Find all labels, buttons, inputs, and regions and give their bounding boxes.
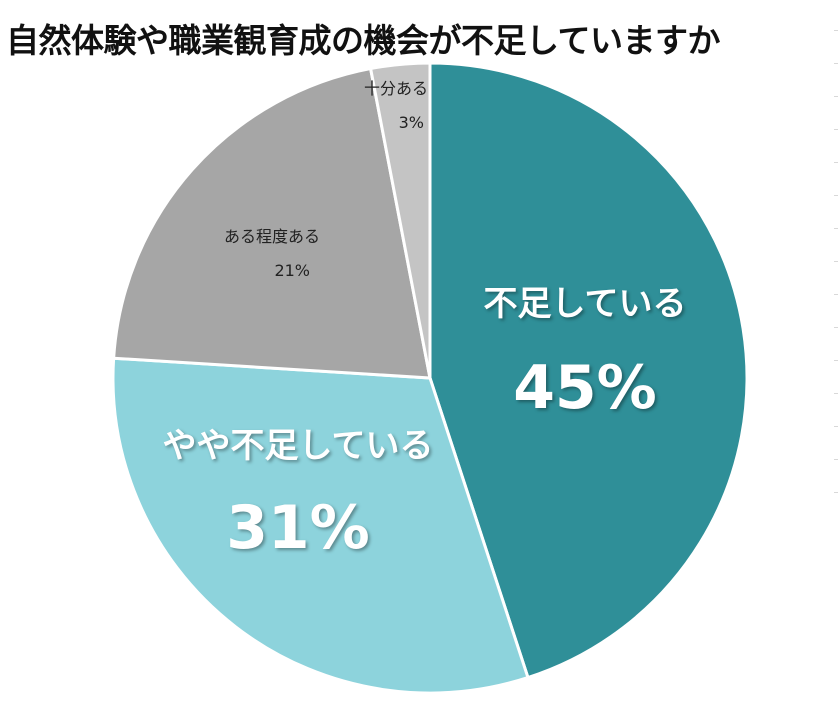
label-insufficient-name: 不足している	[483, 284, 687, 324]
label-sufficient-pct: 3%	[398, 113, 424, 132]
slice-to-some-extent	[112, 67, 432, 380]
slice-sufficient	[369, 61, 432, 380]
slice-somewhat-insufficient	[111, 356, 530, 695]
label-to-some-extent-name: ある程度ある	[223, 227, 320, 246]
label-sufficient: 十分ある 3%	[342, 76, 428, 136]
edge-tick-marks	[832, 30, 840, 690]
chart-title: 自然体験や職業観育成の機会が不足していますか	[6, 21, 721, 60]
label-somewhat-insufficient-pct: 31%	[226, 493, 370, 563]
label-insufficient: 不足している 45%	[470, 282, 700, 428]
label-to-some-extent-pct: 21%	[274, 261, 310, 280]
label-insufficient-pct: 45%	[513, 353, 657, 423]
label-somewhat-insufficient: やや不足している 31%	[148, 424, 448, 568]
label-somewhat-insufficient-name: やや不足している	[162, 426, 434, 466]
label-sufficient-name: 十分ある	[363, 79, 428, 98]
slice-insufficient	[428, 61, 749, 680]
label-to-some-extent: ある程度ある 21%	[190, 224, 320, 284]
